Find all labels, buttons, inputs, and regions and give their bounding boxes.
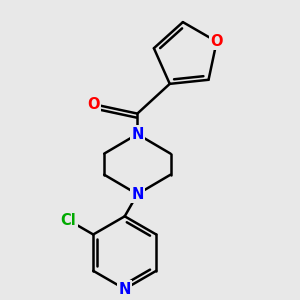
Text: Cl: Cl [61, 213, 76, 228]
Text: N: N [118, 281, 131, 296]
Text: N: N [131, 127, 143, 142]
Text: O: O [87, 97, 99, 112]
Text: O: O [210, 34, 223, 49]
Text: N: N [131, 187, 143, 202]
